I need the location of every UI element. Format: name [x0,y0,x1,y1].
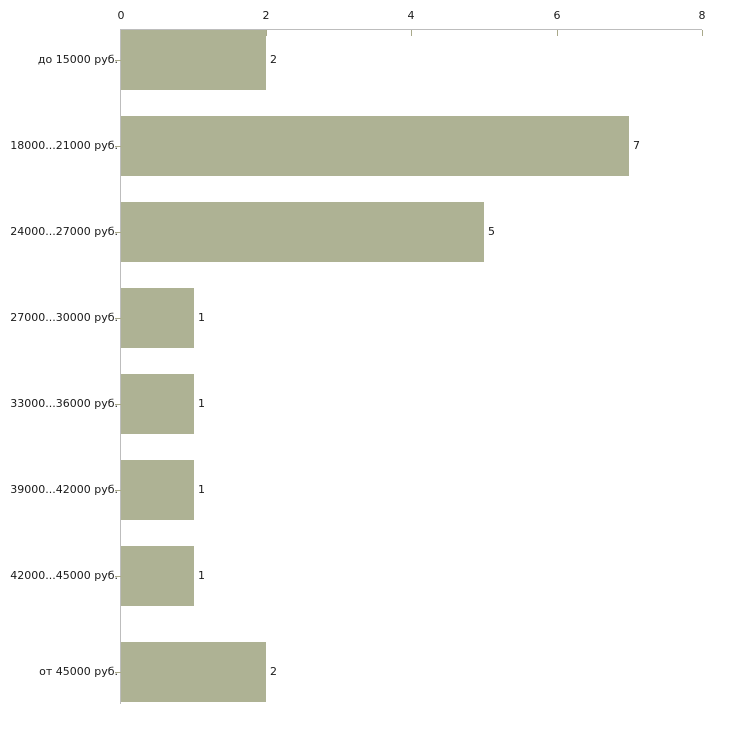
y-tick-mark [115,404,121,405]
bar [121,546,194,606]
y-axis-category-label: от 45000 руб. [39,665,118,678]
bar-value-label: 1 [198,483,205,496]
x-tick-mark [557,30,558,36]
bar [121,202,484,262]
x-tick-label: 8 [698,9,706,22]
x-tick-label: 6 [553,9,561,22]
bar [121,642,266,702]
bar-value-label: 7 [633,139,640,152]
y-tick-mark [115,232,121,233]
y-tick-mark [115,490,121,491]
bar [121,288,194,348]
bar-value-label: 2 [270,53,277,66]
x-tick-mark [411,30,412,36]
x-tick-label: 0 [117,9,125,22]
y-axis-category-label: 27000...30000 руб. [10,311,118,324]
y-axis-category-label: 39000...42000 руб. [10,483,118,496]
y-tick-mark [115,576,121,577]
bar [121,374,194,434]
y-tick-mark [115,318,121,319]
y-tick-mark [115,60,121,61]
y-axis-line [120,29,121,704]
bar-value-label: 1 [198,397,205,410]
bar-value-label: 1 [198,569,205,582]
bar [121,30,266,90]
y-axis-category-label: 33000...36000 руб. [10,397,118,410]
y-tick-mark [115,672,121,673]
x-tick-mark [702,30,703,36]
bar [121,116,629,176]
y-axis-category-label: 24000...27000 руб. [10,225,118,238]
x-tick-label: 2 [262,9,270,22]
x-axis-line [121,29,702,30]
y-axis-category-label: 18000...21000 руб. [10,139,118,152]
x-tick-label: 4 [407,9,415,22]
bar-value-label: 5 [488,225,495,238]
bar-value-label: 2 [270,665,277,678]
y-tick-mark [115,146,121,147]
x-tick-mark [266,30,267,36]
y-axis-category-label: 42000...45000 руб. [10,569,118,582]
bar [121,460,194,520]
y-axis-category-label: до 15000 руб. [37,53,118,66]
bar-value-label: 1 [198,311,205,324]
